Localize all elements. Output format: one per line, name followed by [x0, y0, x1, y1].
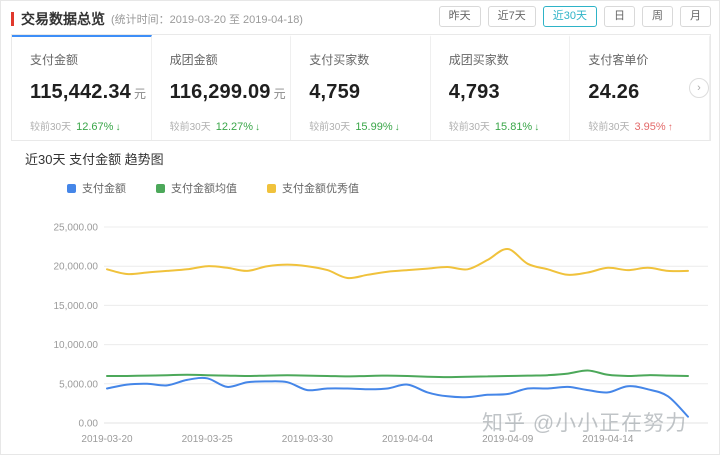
legend-label: 支付金额	[82, 183, 126, 195]
range-button-month[interactable]: 月	[680, 6, 711, 27]
x-axis-tick-label: 2019-03-25	[182, 434, 234, 445]
y-axis-tick-label: 15,000.00	[54, 301, 99, 312]
stat-compare: 较前30天 15.81% ↓	[448, 121, 540, 133]
legend-swatch-green	[156, 183, 165, 193]
legend-item-payment-amount[interactable]: 支付金额	[67, 180, 126, 196]
trend-arrow-icon: ↓	[255, 122, 261, 133]
stat-compare: 较前30天 12.27% ↓	[169, 121, 261, 133]
x-axis-tick-label: 2019-03-30	[282, 434, 334, 445]
stat-compare: 较前30天 15.99% ↓	[309, 121, 400, 133]
stat-title: 支付客单价	[588, 53, 649, 67]
stat-unit: 元	[273, 87, 286, 101]
y-axis-tick-label: 25,000.00	[54, 223, 99, 234]
stat-title: 成团买家数	[448, 53, 509, 67]
y-axis-tick-label: 10,000.00	[54, 340, 99, 351]
legend-swatch-blue	[67, 183, 76, 193]
stat-change: 12.67%	[76, 121, 114, 133]
stat-card-avg-order-value[interactable]: 支付客单价 24.26 较前30天 3.95% ↑	[570, 35, 710, 140]
y-axis-tick-label: 5,000.00	[59, 379, 98, 390]
stat-compare: 较前30天 12.67% ↓	[30, 121, 121, 133]
stat-change: 12.27%	[215, 121, 254, 133]
stat-cards-row: 支付金额 115,442.34 元 较前30天 12.67% ↓ 成团金额 116,2…	[11, 34, 711, 141]
stat-title: 支付买家数	[309, 53, 370, 67]
stat-unit: 元	[134, 87, 147, 101]
stat-change: 15.81%	[494, 121, 533, 133]
legend-label: 支付金额均值	[171, 183, 237, 195]
chart-legend: 支付金额 支付金额均值 支付金额优秀值	[67, 180, 359, 196]
trend-arrow-icon: ↓	[115, 122, 121, 133]
stats-period: (统计时间：2019-03-20 至 2019-04-18)	[111, 14, 303, 26]
stat-card-payment-buyers[interactable]: 支付买家数 4,759 较前30天 15.99% ↓	[291, 35, 431, 140]
date-range-toolbar: 昨天 近7天 近30天 日 周 月	[438, 6, 711, 27]
x-axis-tick-label: 2019-04-04	[382, 434, 434, 445]
trend-arrow-icon: ↓	[394, 122, 400, 133]
legend-swatch-yellow	[267, 183, 276, 193]
range-button-yesterday[interactable]: 昨天	[438, 6, 481, 27]
line-series-payment-amount-excellent	[106, 247, 689, 280]
chart-title: 近30天 支付金额 趋势图	[25, 152, 164, 167]
range-button-last7days[interactable]: 近7天	[487, 6, 536, 27]
trend-chart[interactable]: 0.00 5,000.00 10,000.00 15,000.00 20,000.00 2…	[1, 193, 720, 455]
cards-next-chevron-icon[interactable]: ›	[689, 78, 709, 98]
legend-label: 支付金额优秀值	[282, 183, 359, 195]
y-axis-tick-label: 0.00	[79, 419, 99, 430]
range-button-last30days[interactable]: 近30天	[542, 6, 597, 27]
line-series-payment-amount-average	[106, 369, 689, 379]
stat-title: 支付金额	[30, 53, 79, 67]
y-axis-tick-label: 20,000.00	[54, 262, 99, 273]
stat-card-group-buyers[interactable]: 成团买家数 4,793 较前30天 15.81% ↓	[431, 35, 571, 140]
stat-change: 3.95%	[634, 121, 666, 133]
trend-arrow-icon: ↓	[534, 122, 540, 133]
stat-title: 成团金额	[169, 53, 218, 67]
line-series-payment-amount	[106, 376, 689, 418]
x-axis-tick-label: 2019-04-09	[482, 434, 534, 445]
trend-arrow-icon: ↑	[667, 122, 673, 133]
stat-value: 115,442.34 元	[30, 81, 147, 103]
x-axis-tick-label: 2019-03-20	[81, 434, 133, 445]
legend-item-payment-amount-average[interactable]: 支付金额均值	[156, 180, 237, 196]
stat-value: 24.26	[588, 81, 640, 103]
header: 交易数据总览 (统计时间：2019-03-20 至 2019-04-18)	[11, 9, 303, 29]
x-axis-tick-label: 2019-04-14	[582, 434, 634, 445]
range-button-day[interactable]: 日	[604, 6, 635, 27]
legend-item-payment-amount-excellent[interactable]: 支付金额优秀值	[267, 180, 359, 196]
title-accent-bar	[11, 12, 14, 26]
stat-change: 15.99%	[355, 121, 393, 133]
range-button-week[interactable]: 周	[642, 6, 673, 27]
stat-value: 4,759	[309, 81, 361, 103]
page-title: 交易数据总览	[21, 11, 105, 27]
stat-value: 116,299.09 元	[169, 81, 286, 103]
stat-compare: 较前30天 3.95% ↑	[588, 121, 673, 133]
stat-card-group-amount[interactable]: 成团金额 116,299.09 元 较前30天 12.27% ↓	[152, 35, 292, 140]
stat-value: 4,793	[448, 81, 500, 103]
stat-card-payment-amount[interactable]: 支付金额 115,442.34 元 较前30天 12.67% ↓	[12, 35, 152, 140]
